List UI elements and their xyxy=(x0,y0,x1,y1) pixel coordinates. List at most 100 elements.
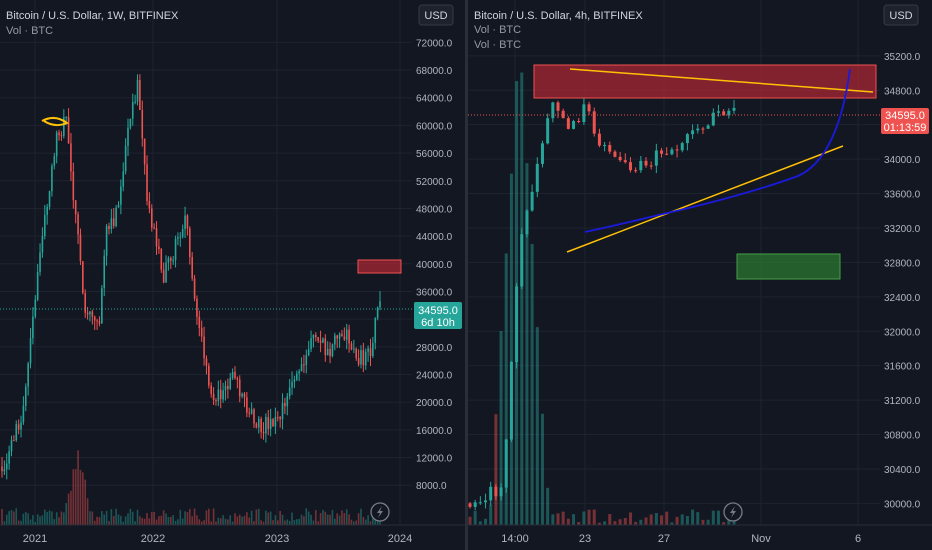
candle-body xyxy=(286,396,289,407)
volume-bar xyxy=(379,519,381,525)
volume-bar xyxy=(520,72,524,525)
candle-body xyxy=(546,118,550,144)
volume-bar xyxy=(670,522,674,525)
candle-body xyxy=(236,378,239,380)
volume-bar xyxy=(103,514,106,525)
right-currency-button[interactable]: USD xyxy=(883,4,919,26)
left-chart-title: Bitcoin / U.S. Dollar, 1W, BITFINEX xyxy=(6,10,179,22)
y-tick-label: 32400.0 xyxy=(884,293,921,304)
candle-body xyxy=(58,132,60,136)
volume-bar xyxy=(98,517,101,525)
candle-body xyxy=(489,486,493,501)
candle-body xyxy=(364,351,367,366)
x-tick-label: 14:00 xyxy=(501,533,529,545)
candle-body xyxy=(210,385,213,394)
volume-bar xyxy=(257,508,260,525)
volume-bar xyxy=(162,510,165,525)
volume-bar xyxy=(234,513,236,525)
volume-bar xyxy=(618,519,622,525)
volume-bar xyxy=(613,521,617,525)
candle-body xyxy=(39,252,41,272)
left-price-tag xyxy=(414,302,462,329)
volume-bar xyxy=(706,519,710,525)
candle-body xyxy=(374,318,377,343)
candle-body xyxy=(112,218,115,226)
left-chart-panel[interactable]: 8000.0 12000.0 16000.0 20000.0 24000.0 28000.… xyxy=(0,0,465,550)
candle-body xyxy=(317,336,319,341)
volume-bar xyxy=(272,520,274,525)
candle-body xyxy=(670,149,674,155)
candle-body xyxy=(499,487,503,497)
candle-body xyxy=(649,165,653,167)
candle-body xyxy=(566,118,570,129)
volume-bar xyxy=(680,514,684,525)
y-tick-label: 30400.0 xyxy=(884,465,921,476)
volume-bar xyxy=(34,521,37,525)
volume-bar xyxy=(179,509,182,525)
volume-bar xyxy=(540,413,544,525)
right-chart-panel[interactable]: 30000.0 30400.0 30800.0 31200.0 31600.0 32000… xyxy=(468,0,932,550)
volume-bar xyxy=(255,509,258,525)
volume-bar xyxy=(546,487,550,525)
candle-body xyxy=(355,348,358,359)
y-tick-label: 8000.0 xyxy=(416,481,447,492)
candle-body xyxy=(644,160,648,166)
y-tick-label: 12000.0 xyxy=(416,454,453,465)
candle-body xyxy=(312,334,315,339)
candle-body xyxy=(348,329,350,344)
candle-body xyxy=(10,440,13,452)
candle-body xyxy=(504,439,508,488)
volume-bar xyxy=(295,519,298,525)
left-currency-button[interactable]: USD xyxy=(418,4,454,26)
left-volume-legend: Vol · BTC xyxy=(6,25,53,37)
volume-bar xyxy=(592,509,596,525)
volume-bar xyxy=(27,513,29,525)
volume-bar xyxy=(203,520,205,525)
volume-bar xyxy=(334,518,336,525)
volume-bar xyxy=(319,513,322,525)
right-chart-title: Bitcoin / U.S. Dollar, 4h, BITFINEX xyxy=(474,10,643,22)
candle-body xyxy=(587,104,591,112)
right-volume-legend-2: Vol · BTC xyxy=(474,39,521,51)
candle-body xyxy=(32,316,34,339)
volume-bar xyxy=(189,508,191,525)
volume-bar xyxy=(345,509,348,525)
volume-bar xyxy=(639,519,643,525)
candle-body xyxy=(338,333,341,339)
y-tick-label: 28000.0 xyxy=(416,343,453,354)
volume-bar xyxy=(205,510,208,525)
candle-body xyxy=(272,419,274,427)
volume-bar xyxy=(74,469,77,525)
volume-bar xyxy=(331,510,334,525)
y-tick-label: 40000.0 xyxy=(416,260,453,271)
candle-body xyxy=(34,299,37,317)
candle-body xyxy=(179,236,182,238)
volume-bar xyxy=(587,509,591,525)
left-lightning-icon[interactable] xyxy=(370,502,390,522)
candle-body xyxy=(281,403,284,420)
candle-body xyxy=(343,336,346,340)
candle-body xyxy=(227,385,229,389)
candle-body xyxy=(310,338,312,350)
volume-bar xyxy=(143,518,146,525)
candle-body xyxy=(250,409,253,414)
candle-body xyxy=(167,257,170,263)
right-lightning-icon[interactable] xyxy=(723,502,743,522)
candle-body xyxy=(41,235,44,253)
volume-bar xyxy=(665,511,669,525)
candle-body xyxy=(141,110,144,139)
volume-bar xyxy=(535,327,539,525)
candle-body xyxy=(379,301,381,308)
volume-bar xyxy=(215,521,217,525)
y-tick-label: 35200.0 xyxy=(884,52,921,63)
candle-body xyxy=(139,80,141,111)
volume-bar xyxy=(200,521,203,525)
candle-body xyxy=(146,164,148,202)
candle-body xyxy=(77,214,79,235)
candle-body xyxy=(110,218,113,230)
volume-bar xyxy=(181,518,184,525)
candle-body xyxy=(172,260,174,262)
volume-bar xyxy=(48,510,51,525)
volume-bar xyxy=(65,502,67,525)
candle-body xyxy=(65,116,67,118)
